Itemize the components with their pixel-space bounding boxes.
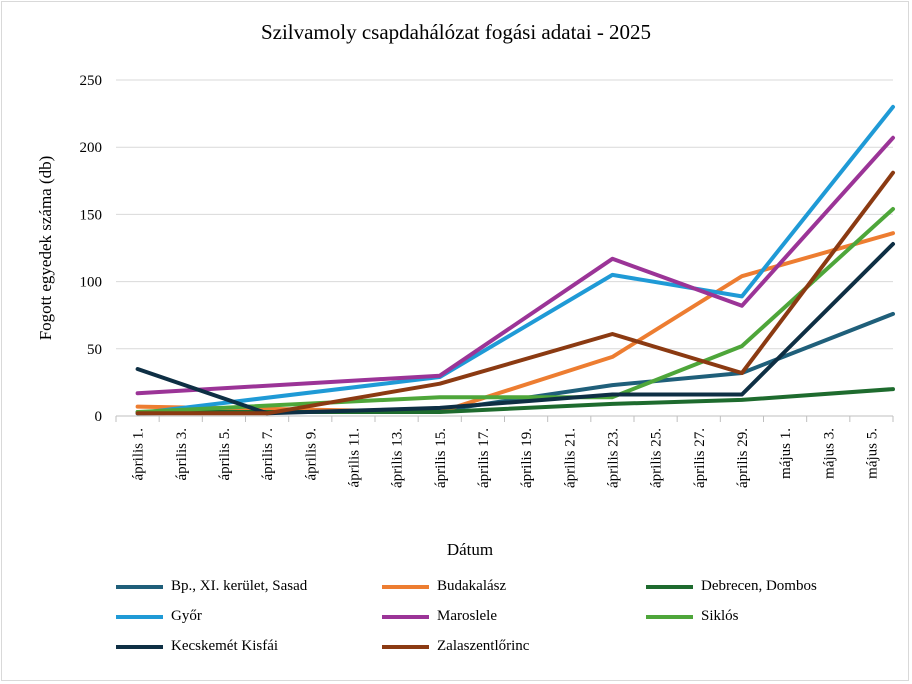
legend-item: Siklós bbox=[646, 608, 739, 625]
legend-swatch bbox=[646, 614, 693, 619]
x-tick-label: május 5. bbox=[864, 428, 880, 479]
x-tick-label: április 11. bbox=[346, 428, 362, 487]
y-tick-label: 150 bbox=[80, 207, 103, 223]
legend-label: Bp., XI. kerület, Sasad bbox=[171, 578, 308, 594]
x-tick-label: április 9. bbox=[303, 428, 319, 481]
legend-label: Zalaszentlőrinc bbox=[437, 638, 530, 654]
legend-label: Debrecen, Dombos bbox=[701, 578, 817, 594]
legend-swatch bbox=[116, 644, 163, 649]
legend-item: Győr bbox=[116, 608, 202, 625]
y-tick-label: 0 bbox=[95, 409, 103, 425]
x-tick-label: április 13. bbox=[390, 428, 406, 488]
series-line-5 bbox=[135, 207, 895, 414]
x-tick-label: április 19. bbox=[519, 428, 535, 488]
x-tick-label: április 15. bbox=[433, 428, 449, 488]
legend-swatch bbox=[382, 644, 429, 649]
x-tick-label: április 25. bbox=[649, 428, 665, 488]
x-tick-label: május 3. bbox=[821, 428, 837, 479]
legend-swatch bbox=[116, 614, 163, 619]
legend-label: Kecskemét Kisfái bbox=[171, 638, 279, 654]
y-tick-label: 100 bbox=[80, 275, 103, 291]
y-tick-label: 50 bbox=[87, 342, 102, 358]
legend-label: Budakalász bbox=[437, 578, 507, 594]
chart-title: Szilvamoly csapdahálózat fogási adatai -… bbox=[261, 20, 651, 44]
x-tick-label: április 17. bbox=[476, 428, 492, 488]
legend-item: Bp., XI. kerület, Sasad bbox=[116, 578, 307, 595]
legend-label: Siklós bbox=[701, 608, 739, 624]
x-tick-label: április 29. bbox=[735, 428, 751, 488]
x-tick-label: április 7. bbox=[260, 428, 276, 481]
y-axis-label: Fogott egyedek száma (db) bbox=[36, 156, 55, 341]
legend-swatch bbox=[116, 584, 163, 589]
legend-item: Maroslele bbox=[382, 608, 497, 625]
legend-swatch bbox=[382, 584, 429, 589]
x-tick-label: április 5. bbox=[217, 428, 233, 481]
x-tick-label: április 1. bbox=[131, 428, 147, 481]
x-axis-ticks: április 1. április 3. április 5. április 7.… bbox=[115, 416, 894, 488]
x-tick-label: április 3. bbox=[174, 428, 190, 481]
y-tick-label: 200 bbox=[80, 140, 103, 156]
series-line-3 bbox=[135, 104, 895, 416]
legend-label: Győr bbox=[171, 608, 202, 624]
x-tick-label: május 1. bbox=[778, 428, 794, 479]
legend-item: Kecskemét Kisfái bbox=[116, 638, 278, 655]
legend-swatch bbox=[646, 584, 693, 589]
series-line-6 bbox=[135, 242, 895, 416]
x-tick-label: április 23. bbox=[605, 428, 621, 488]
x-tick-label: április 27. bbox=[692, 428, 708, 488]
y-tick-label: 250 bbox=[80, 73, 103, 89]
series-lines bbox=[135, 104, 895, 416]
legend-swatch bbox=[382, 614, 429, 619]
legend-item: Budakalász bbox=[382, 578, 506, 595]
series-line-4 bbox=[135, 135, 895, 396]
series-line-7 bbox=[135, 170, 895, 416]
legend-item: Zalaszentlőrinc bbox=[382, 638, 529, 655]
y-axis-ticks: 0 50 100 150 200 250 bbox=[80, 73, 103, 425]
x-axis-label: Dátum bbox=[447, 540, 493, 559]
legend-item: Debrecen, Dombos bbox=[646, 578, 817, 595]
legend-label: Maroslele bbox=[437, 608, 497, 624]
x-tick-label: április 21. bbox=[562, 428, 578, 488]
